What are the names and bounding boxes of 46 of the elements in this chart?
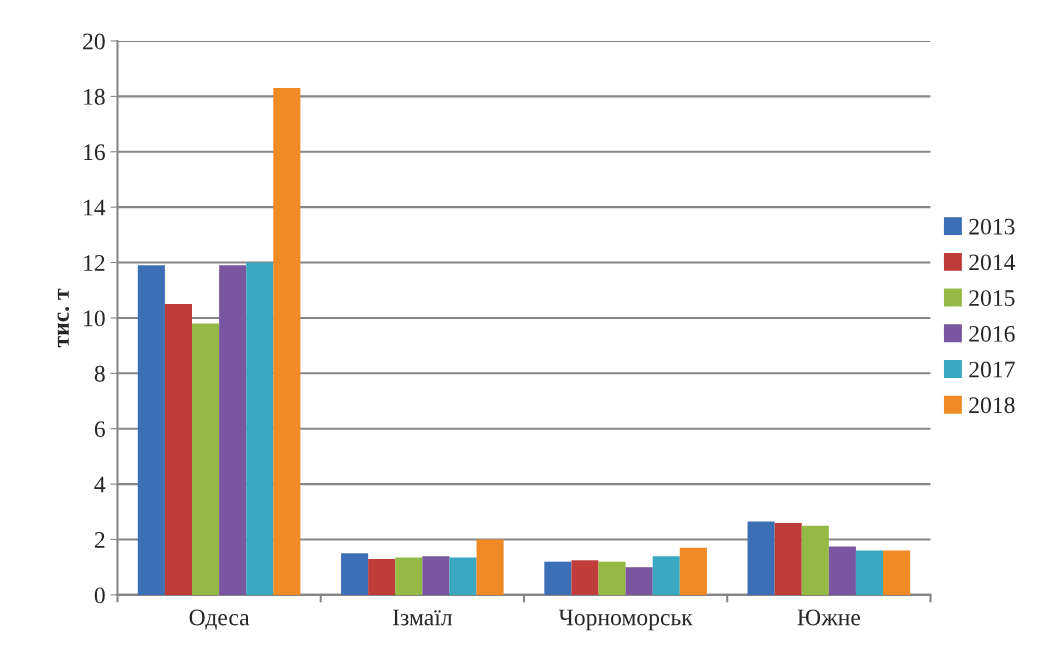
- bar: [449, 557, 477, 595]
- bar: [544, 561, 572, 595]
- legend-label: 2016: [969, 325, 1015, 342]
- bar: [855, 550, 884, 595]
- bar: [747, 521, 775, 595]
- y-tick-label: 20: [83, 33, 105, 50]
- bar: [341, 553, 369, 595]
- bar: [571, 560, 599, 595]
- bar: [395, 557, 423, 595]
- x-tick-label: Южне: [797, 609, 861, 626]
- bar: [679, 547, 707, 595]
- bar: [137, 265, 165, 595]
- legend-label: 2013: [969, 218, 1015, 235]
- y-tick-label: 16: [84, 144, 105, 161]
- legend-label: 2018: [969, 397, 1015, 414]
- y-tick-label: 8: [94, 365, 105, 382]
- x-tick-label: Чорноморськ: [558, 609, 693, 631]
- y-tick-label: 12: [84, 255, 105, 271]
- bar: [801, 525, 829, 595]
- legend-label: 2015: [969, 290, 1015, 307]
- y-tick-label: 0: [94, 587, 105, 604]
- x-tick-label: Ізмаїл: [392, 609, 453, 626]
- y-tick-label: 2: [94, 532, 105, 548]
- y-tick-label: 4: [94, 476, 106, 493]
- x-tick-label: Одеса: [189, 609, 250, 630]
- bar: [625, 567, 653, 595]
- bar: [476, 539, 504, 595]
- bar: [164, 304, 193, 595]
- bar: [598, 561, 626, 595]
- y-axis-title: тис. т: [57, 288, 70, 348]
- bar: [883, 550, 911, 595]
- bar: [368, 558, 396, 595]
- y-tick-label: 10: [84, 310, 105, 327]
- legend-label: 2014: [969, 254, 1016, 271]
- bar: [192, 323, 220, 595]
- bar: [422, 556, 450, 595]
- y-tick-label: 6: [94, 421, 105, 438]
- bar: [652, 556, 680, 595]
- bar: [219, 265, 247, 595]
- legend-label: 2017: [969, 361, 1015, 378]
- y-tick-label: 18: [84, 88, 105, 105]
- bar: [774, 522, 802, 595]
- bar: [273, 88, 301, 595]
- bar: [828, 546, 856, 595]
- y-tick-label: 14: [84, 199, 106, 216]
- bar: [246, 262, 274, 595]
